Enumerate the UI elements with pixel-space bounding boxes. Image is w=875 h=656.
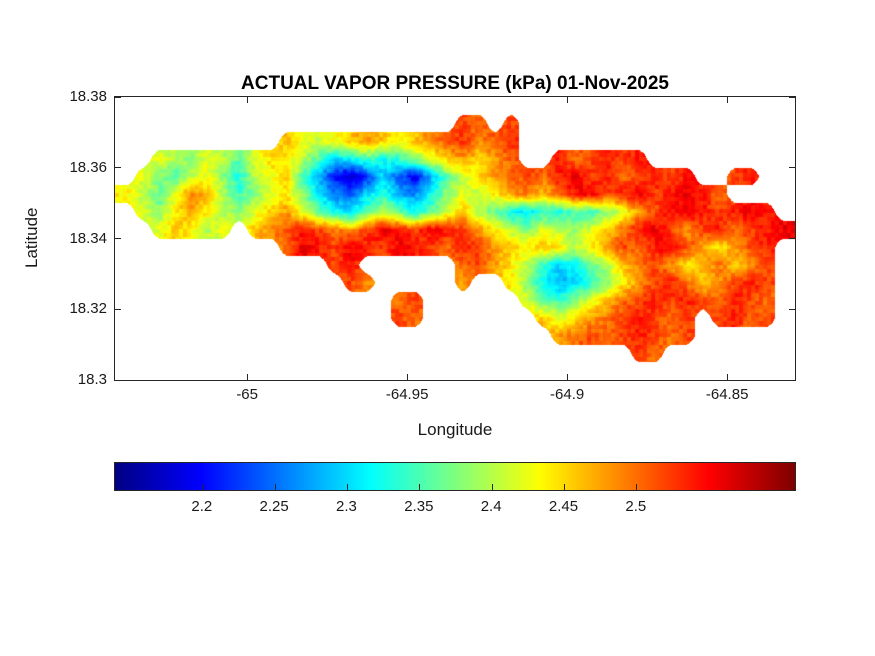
x-axis-label: Longitude <box>417 420 493 439</box>
x-tick-mark <box>406 97 408 103</box>
y-tick-mark <box>789 238 795 239</box>
y-tick-mark <box>115 379 121 381</box>
vapor-pressure-heatmap <box>115 97 795 380</box>
y-tick-mark <box>789 96 795 98</box>
plot-area <box>114 96 796 381</box>
y-tick-mark <box>789 308 795 310</box>
colorbar-tick-mark <box>491 484 493 490</box>
colorbar-tick-mark <box>636 484 638 490</box>
y-tick-mark <box>115 308 121 310</box>
plot-title: ACTUAL VAPOR PRESSURE (kPa) 01-Nov-2025 <box>241 73 669 94</box>
x-tick-mark <box>726 374 728 380</box>
colorbar-tick-mark <box>274 484 276 490</box>
colorbar <box>114 462 796 491</box>
x-tick-mark <box>246 97 248 103</box>
y-tick-mark <box>115 238 121 239</box>
colorbar-tick-mark <box>346 484 348 490</box>
colorbar-tick-mark <box>202 484 204 490</box>
y-tick-mark <box>789 167 795 169</box>
y-tick-mark <box>115 167 121 169</box>
colorbar-tick-label: 2.25 <box>259 498 289 515</box>
x-tick-label: -64.95 <box>385 386 429 403</box>
colorbar-tick-label: 2.4 <box>480 498 502 515</box>
colorbar-tick-label: 2.45 <box>548 498 579 515</box>
y-tick-label: 18.3 <box>77 371 107 388</box>
colorbar-gradient <box>115 463 795 490</box>
x-tick-label: -64.85 <box>705 386 749 403</box>
x-tick-mark <box>566 97 568 103</box>
x-tick-mark <box>726 97 728 103</box>
colorbar-tick-mark <box>564 484 565 490</box>
y-tick-label: 18.32 <box>69 300 107 318</box>
x-tick-mark <box>566 374 568 380</box>
y-tick-mark <box>789 379 795 381</box>
colorbar-tick-label: 2.5 <box>625 498 647 515</box>
y-tick-label: 18.36 <box>69 158 107 176</box>
colorbar-tick-label: 2.35 <box>404 498 434 515</box>
x-tick-label: -65 <box>236 386 258 403</box>
x-tick-mark <box>246 374 248 380</box>
x-tick-label: -64.9 <box>550 386 585 403</box>
y-tick-mark <box>115 96 121 98</box>
colorbar-tick-label: 2.3 <box>336 498 357 515</box>
colorbar-tick-label: 2.2 <box>191 498 213 515</box>
x-tick-mark <box>406 374 408 380</box>
y-tick-label: 18.38 <box>69 88 107 105</box>
y-tick-label: 18.34 <box>69 229 107 247</box>
colorbar-tick-mark <box>419 484 421 490</box>
